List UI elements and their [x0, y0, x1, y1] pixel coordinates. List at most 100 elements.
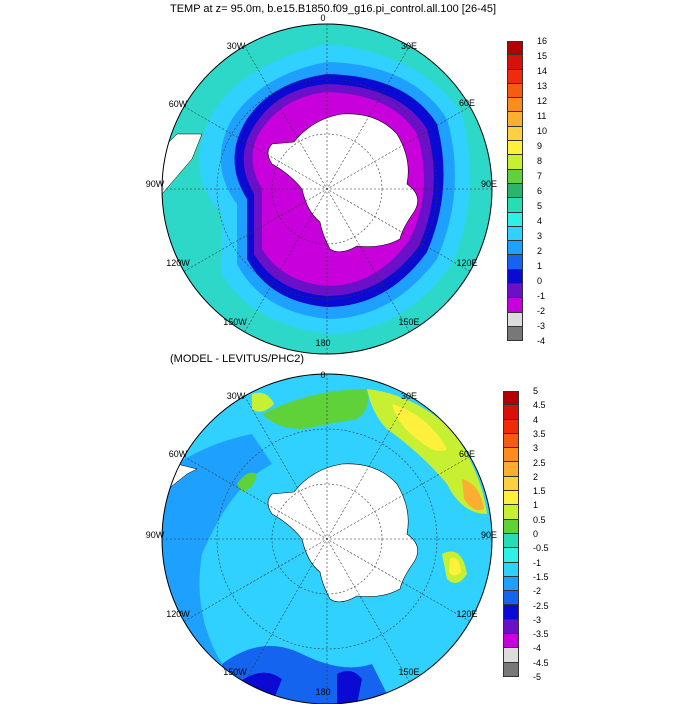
colorbar-tick-label: 4: [533, 414, 539, 425]
bottom-colorbar: 5 4.5 4 3.5 3 2.5 2 1.5 1 0.5 0 -0.5 -1 -1.5 -2 -2.5 -3 -…: [503, 386, 549, 682]
colorbar-tick-label: 7: [537, 171, 543, 182]
colorbar-swatch: [503, 505, 519, 520]
colorbar-tick-label: -3.5: [533, 629, 549, 640]
colorbar-swatch: [503, 448, 519, 463]
colorbar-tick-label: -4.5: [533, 657, 549, 668]
colorbar-tick-label: -3: [533, 614, 542, 625]
colorbar-tick-label: 9: [537, 141, 543, 152]
lon-label: 120W: [166, 609, 190, 619]
colorbar-tick-label: -5: [533, 672, 542, 682]
colorbar-swatch: [507, 326, 523, 342]
colorbar-tick-label: 5: [537, 201, 543, 212]
colorbar-swatch: [507, 155, 523, 170]
colorbar-swatch: [507, 298, 523, 313]
colorbar-tick-label: 15: [537, 51, 548, 61]
colorbar-tick-label: 6: [537, 186, 543, 197]
colorbar-swatch: [507, 41, 523, 56]
lon-label: 150E: [398, 317, 420, 327]
lon-label: 120E: [456, 258, 478, 268]
anomaly-positive-region: [252, 392, 274, 412]
colorbar-tick-label: 0: [537, 276, 543, 287]
colorbar-swatch: [507, 55, 523, 70]
colorbar-tick-label: 0.5: [533, 514, 546, 525]
colorbar-tick-label: 8: [537, 156, 543, 167]
colorbar-swatch: [507, 141, 523, 156]
colorbar-swatch: [507, 255, 523, 270]
colorbar-swatch: [507, 183, 523, 199]
colorbar-tick-label: 0: [533, 529, 539, 539]
lon-label: 60E: [458, 449, 476, 459]
colorbar-swatch: [507, 126, 523, 142]
antarctica-landmass: [267, 463, 419, 603]
colorbar-tick-label: 4.5: [533, 400, 546, 411]
lon-label: 90W: [145, 179, 165, 189]
colorbar-tick-label: -4: [537, 336, 546, 347]
colorbar-swatch: [503, 605, 519, 620]
lon-label: 90W: [145, 530, 165, 540]
antarctica-landmass: [267, 113, 419, 253]
colorbar-tick-label: -3: [537, 321, 546, 332]
colorbar-tick-label: 1: [537, 261, 543, 272]
colorbar-tick-label: 14: [537, 66, 548, 77]
colorbar-tick-label: 2: [537, 246, 543, 257]
colorbar-tick-label: -2.5: [533, 600, 549, 611]
colorbar-tick-label: -1.5: [533, 571, 549, 582]
colorbar-tick-label: 1: [533, 500, 539, 511]
top-colorbar: 16 15 14 13 12 11 10 9 8 7 6 5 4 3 2 1 0 -1 -2 -3 -4: [507, 36, 547, 346]
colorbar-swatch: [507, 69, 523, 84]
lon-label: 0: [320, 13, 326, 23]
lon-label: 150W: [223, 667, 247, 677]
graticule: [162, 374, 492, 704]
lon-label: 60W: [168, 99, 188, 109]
lon-label: 30W: [226, 391, 246, 401]
lon-label: 30W: [226, 41, 246, 51]
anomaly-warm-core: [392, 404, 447, 452]
colorbar-tick-label: 13: [537, 81, 548, 92]
colorbar-tick-label: -4: [533, 643, 542, 654]
lon-label: 30E: [400, 41, 418, 51]
colorbar-swatch: [507, 269, 523, 285]
colorbar-tick-label: 16: [537, 36, 548, 46]
lon-label: 60E: [458, 98, 476, 108]
colorbar-swatch: [507, 83, 523, 99]
colorbar-swatch: [503, 591, 519, 606]
colorbar-tick-label: -2: [537, 306, 546, 317]
colorbar-tick-label: 3: [533, 443, 539, 454]
colorbar-swatch: [503, 648, 519, 663]
colorbar-swatch: [507, 169, 523, 184]
colorbar-swatch: [503, 419, 519, 434]
colorbar-swatch: [507, 212, 523, 227]
colorbar-tick-label: -2: [533, 586, 542, 597]
anomaly-warm-core: [449, 557, 461, 576]
colorbar-tick-label: 4: [537, 216, 543, 227]
colorbar-swatch: [503, 634, 519, 649]
colorbar-swatch: [503, 391, 519, 406]
colorbar-swatch: [503, 433, 519, 449]
lon-label: 90E: [480, 530, 498, 540]
colorbar-tick-label: 5: [533, 386, 539, 396]
colorbar-tick-label: 3: [537, 231, 543, 242]
colorbar-tick-label: -0.5: [533, 543, 549, 554]
colorbar-swatch: [507, 198, 523, 213]
bottom-map-title: (MODEL - LEVITUS/PHC2): [170, 353, 305, 365]
lon-label: 180: [315, 338, 331, 348]
colorbar-swatch: [503, 519, 519, 534]
colorbar-tick-label: 10: [537, 126, 548, 137]
lon-label: 0: [320, 370, 326, 380]
top-map-title: TEMP at z= 95.0m, b.e15.B1850.f09_g16.pi…: [170, 3, 497, 15]
south-america-tip: [162, 133, 203, 195]
colorbar-tick-label: 3.5: [533, 428, 546, 439]
colorbar-swatch: [503, 548, 519, 563]
anomaly-positive-region: [262, 389, 369, 429]
colorbar-tick-label: -1: [537, 291, 546, 302]
colorbar-swatch: [507, 226, 523, 242]
colorbar-tick-label: 12: [537, 96, 548, 107]
colorbar-tick-label: 2.5: [533, 457, 546, 468]
bottom-polar-map: [161, 373, 493, 704]
colorbar-swatch: [507, 98, 523, 113]
top-polar-map: [161, 23, 493, 355]
colorbar-swatch: [503, 491, 519, 506]
colorbar-swatch: [507, 241, 523, 256]
colorbar-swatch: [507, 312, 523, 327]
lon-label: 90E: [480, 179, 498, 189]
